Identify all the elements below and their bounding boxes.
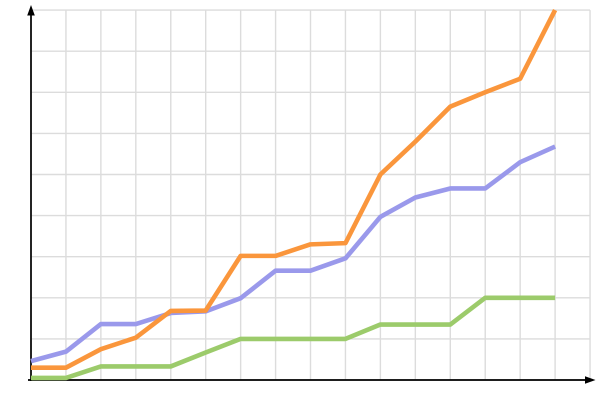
axes — [27, 5, 596, 384]
y-axis-arrow-icon — [27, 5, 35, 16]
series-orange-line — [31, 9, 558, 370]
x-axis-arrow-icon — [585, 376, 596, 384]
series-purple-line — [30, 144, 557, 364]
series-green-line — [31, 295, 556, 381]
